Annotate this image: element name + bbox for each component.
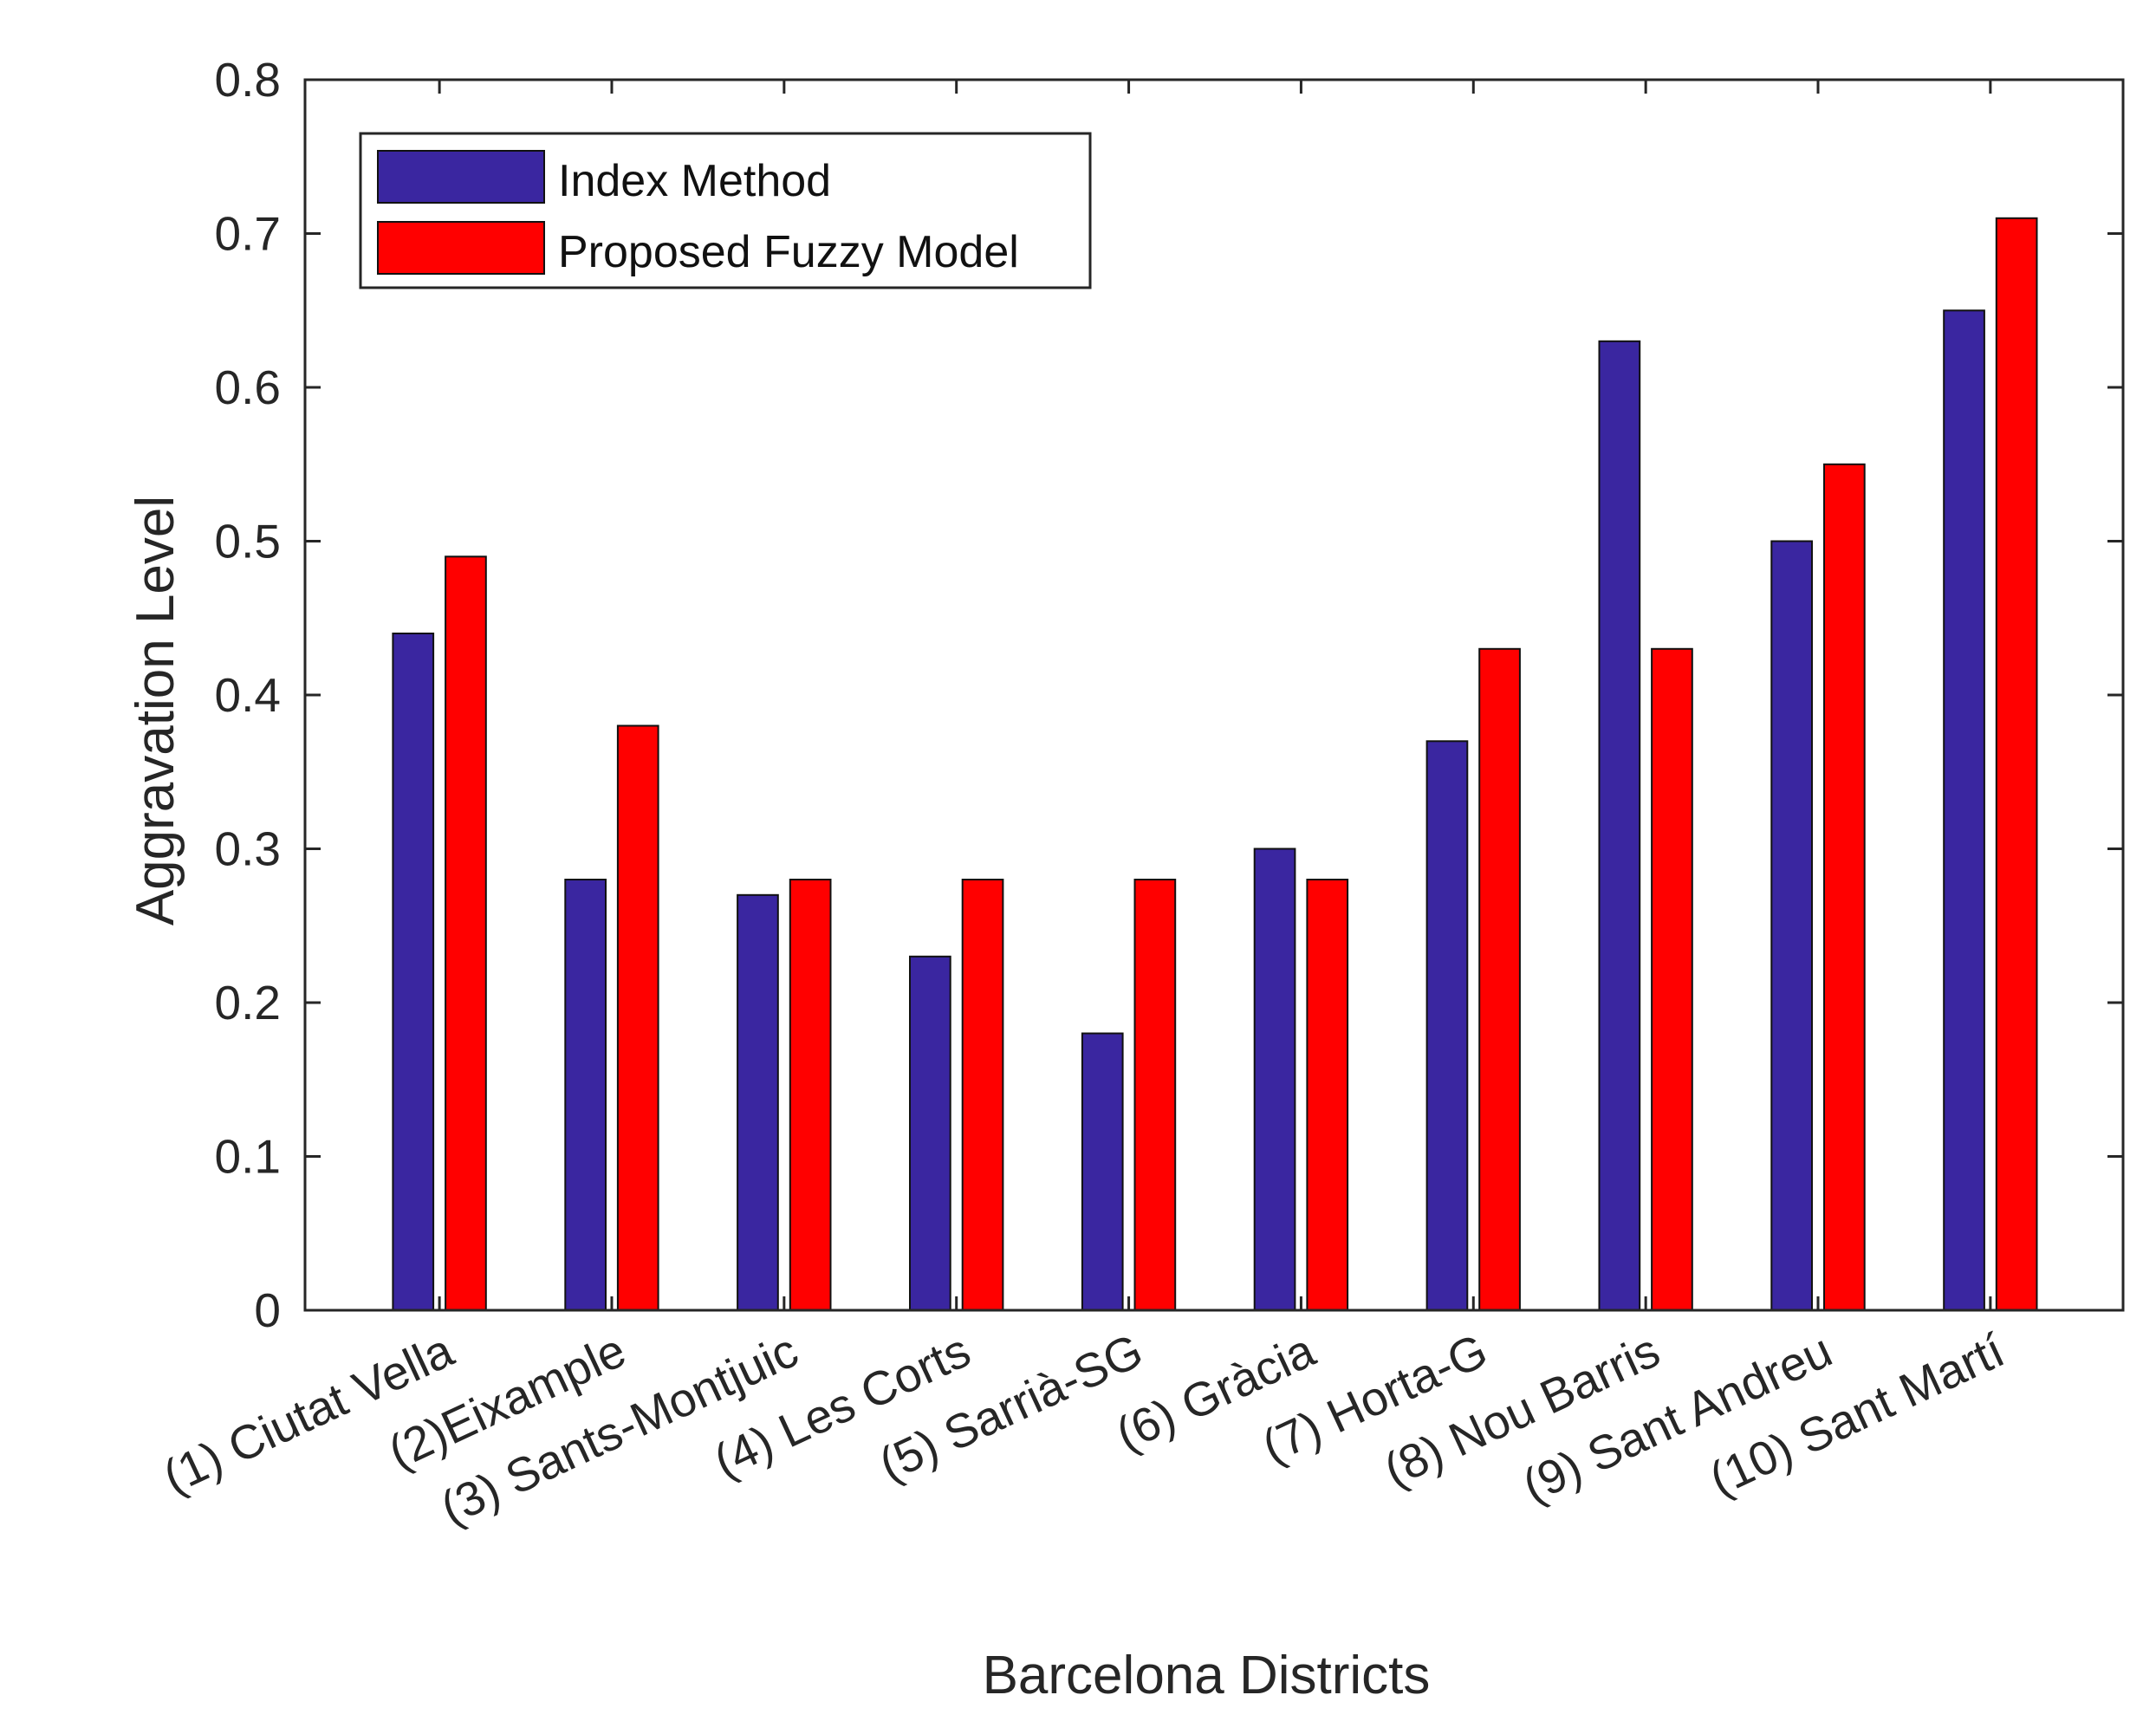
bar-proposed-fuzzy-model-3 bbox=[789, 879, 832, 1311]
legend-swatch-index-method bbox=[377, 150, 545, 204]
bar-index-method-3 bbox=[737, 893, 779, 1312]
legend-label-proposed-fuzzy-model: Proposed Fuzzy Model bbox=[558, 227, 1019, 277]
bar-index-method-5 bbox=[1081, 1032, 1124, 1311]
y-tick-label: 0.6 bbox=[215, 360, 281, 414]
legend-label-index-method: Index Method bbox=[558, 156, 831, 206]
bar-index-method-2 bbox=[564, 879, 607, 1311]
bar-proposed-fuzzy-model-8 bbox=[1651, 647, 1693, 1312]
bar-index-method-4 bbox=[909, 955, 951, 1312]
legend-swatch-proposed-fuzzy-model bbox=[377, 221, 545, 275]
y-tick-label: 0.7 bbox=[215, 207, 281, 261]
bar-proposed-fuzzy-model-10 bbox=[1995, 217, 2038, 1312]
bar-index-method-7 bbox=[1425, 740, 1469, 1312]
y-tick-label: 0 bbox=[254, 1283, 281, 1337]
y-tick-label: 0.4 bbox=[215, 668, 281, 722]
y-tick-label: 0.8 bbox=[215, 53, 281, 107]
y-tick-label: 0.2 bbox=[215, 976, 281, 1029]
x-axis-label: Barcelona Districts bbox=[983, 1646, 1431, 1705]
bar-proposed-fuzzy-model-9 bbox=[1823, 463, 1866, 1312]
y-axis: 0 0.1 0.2 0.3 0.4 0.5 0.6 0.7 0.8 bbox=[215, 53, 2123, 1337]
bar-index-method-9 bbox=[1770, 540, 1814, 1311]
y-axis-label: Aggravation Level bbox=[126, 496, 185, 925]
legend: Index Method Proposed Fuzzy Model bbox=[359, 132, 1092, 289]
y-tick-label: 0.1 bbox=[215, 1130, 281, 1184]
bar-proposed-fuzzy-model-1 bbox=[445, 555, 487, 1311]
bar-index-method-8 bbox=[1598, 340, 1641, 1312]
bar-index-method-1 bbox=[392, 633, 435, 1311]
bar-proposed-fuzzy-model-7 bbox=[1478, 647, 1521, 1312]
bar-proposed-fuzzy-model-5 bbox=[1133, 879, 1177, 1311]
bar-index-method-10 bbox=[1943, 309, 1985, 1312]
bar-proposed-fuzzy-model-4 bbox=[961, 879, 1004, 1311]
bar-proposed-fuzzy-model-2 bbox=[616, 724, 659, 1311]
bar-index-method-6 bbox=[1253, 848, 1296, 1311]
bars bbox=[392, 217, 2038, 1312]
y-tick-label: 0.3 bbox=[215, 822, 281, 876]
bar-proposed-fuzzy-model-6 bbox=[1306, 879, 1349, 1311]
y-tick-label: 0.5 bbox=[215, 515, 281, 568]
